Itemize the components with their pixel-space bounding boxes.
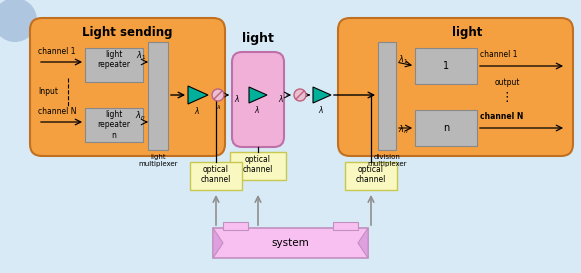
Text: optical
channel: optical channel [201, 165, 231, 184]
Bar [85, 48, 143, 82]
Text: $\lambda$: $\lambda$ [254, 104, 260, 115]
Text: light
repeater: light repeater [98, 50, 131, 69]
Bar [230, 152, 286, 180]
Circle shape [0, 0, 37, 42]
FancyBboxPatch shape [30, 18, 225, 156]
Text: output: output [494, 78, 520, 87]
Text: division
multiplexer: division multiplexer [367, 154, 407, 167]
Polygon shape [313, 87, 331, 103]
Text: light
multiplexer: light multiplexer [138, 154, 178, 167]
Bar [345, 162, 397, 190]
Circle shape [294, 89, 306, 101]
Text: light: light [242, 32, 274, 45]
Bar [190, 162, 242, 190]
Polygon shape [188, 86, 208, 104]
Bar [85, 108, 143, 142]
Circle shape [212, 89, 224, 101]
Text: $\lambda$: $\lambda$ [234, 93, 240, 103]
Polygon shape [213, 228, 223, 258]
Text: Input: Input [38, 88, 58, 96]
Text: $\lambda$: $\lambda$ [278, 93, 284, 103]
Text: light: light [452, 26, 482, 39]
Text: n: n [443, 123, 449, 133]
Text: channel N: channel N [480, 112, 523, 121]
Bar [415, 110, 477, 146]
Text: $\lambda_1$: $\lambda_1$ [135, 50, 146, 63]
Text: $\lambda_1$: $\lambda_1$ [398, 54, 408, 66]
Bar [148, 42, 168, 150]
Text: system: system [272, 238, 309, 248]
Bar [378, 42, 396, 150]
Text: optical
channel: optical channel [243, 155, 273, 174]
Polygon shape [249, 87, 267, 103]
Text: $\lambda$: $\lambda$ [318, 104, 324, 115]
Bar [333, 222, 358, 230]
Text: optical
channel: optical channel [356, 165, 386, 184]
Text: channel N: channel N [38, 107, 77, 116]
Text: 1: 1 [443, 61, 449, 71]
Text: channel 1: channel 1 [480, 50, 518, 59]
Text: channel 1: channel 1 [38, 47, 76, 56]
Text: $\lambda$: $\lambda$ [216, 103, 222, 111]
Bar [415, 48, 477, 84]
Text: light
repeater
n: light repeater n [98, 110, 131, 140]
Text: ⋮: ⋮ [501, 91, 513, 103]
Text: $\lambda_n$: $\lambda_n$ [398, 124, 408, 136]
Bar [213, 228, 368, 258]
Polygon shape [358, 228, 368, 258]
FancyBboxPatch shape [232, 52, 284, 147]
Bar [223, 222, 248, 230]
Text: $\lambda$: $\lambda$ [194, 105, 200, 116]
FancyBboxPatch shape [338, 18, 573, 156]
Text: $\lambda_n$: $\lambda_n$ [135, 110, 146, 123]
Text: Light sending: Light sending [83, 26, 173, 39]
